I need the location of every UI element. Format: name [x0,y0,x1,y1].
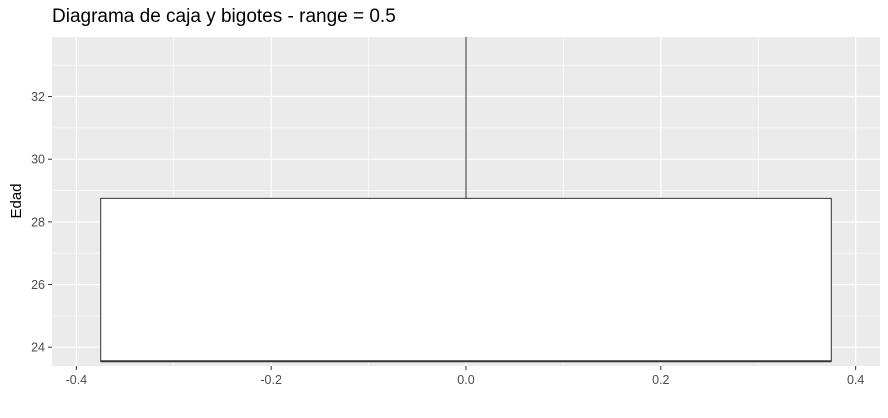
box-iqr [100,197,832,362]
y-axis: 24 26 28 30 32 [31,90,52,355]
x-tick-label: 0.0 [457,373,474,387]
x-tick-label: 0.2 [652,373,669,387]
y-tick-label: 32 [31,90,45,104]
y-tick-label: 30 [31,153,45,167]
y-tick-label: 24 [31,341,45,355]
x-tick-label: 0.4 [847,373,864,387]
x-axis: -0.4 -0.2 0.0 0.2 0.4 [66,366,864,387]
y-tick-label: 26 [31,278,45,292]
y-axis-title: Edad [8,183,25,218]
y-tick-label: 28 [31,215,45,229]
chart-title: Diagrama de caja y bigotes - range = 0.5 [52,6,396,27]
box-and-whiskers [100,37,832,363]
x-tick-label: -0.2 [260,373,282,387]
x-tick-label: -0.4 [66,373,88,387]
